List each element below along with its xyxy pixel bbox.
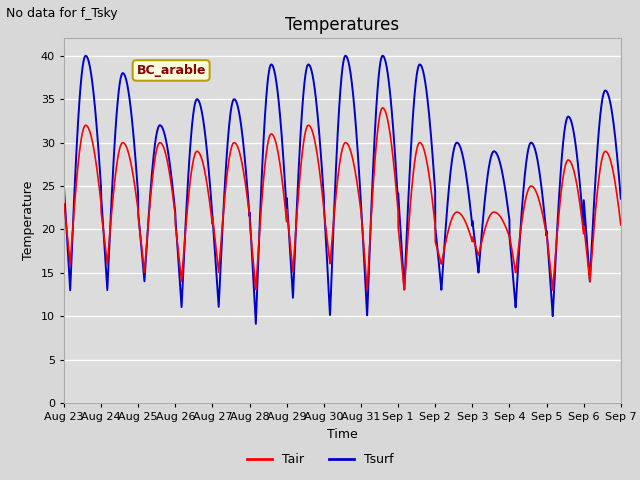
Text: No data for f_Tsky: No data for f_Tsky xyxy=(6,7,118,20)
Y-axis label: Temperature: Temperature xyxy=(22,181,35,261)
X-axis label: Time: Time xyxy=(327,428,358,441)
Title: Temperatures: Temperatures xyxy=(285,16,399,34)
Text: BC_arable: BC_arable xyxy=(136,64,206,77)
Legend: Tair, Tsurf: Tair, Tsurf xyxy=(242,448,398,471)
